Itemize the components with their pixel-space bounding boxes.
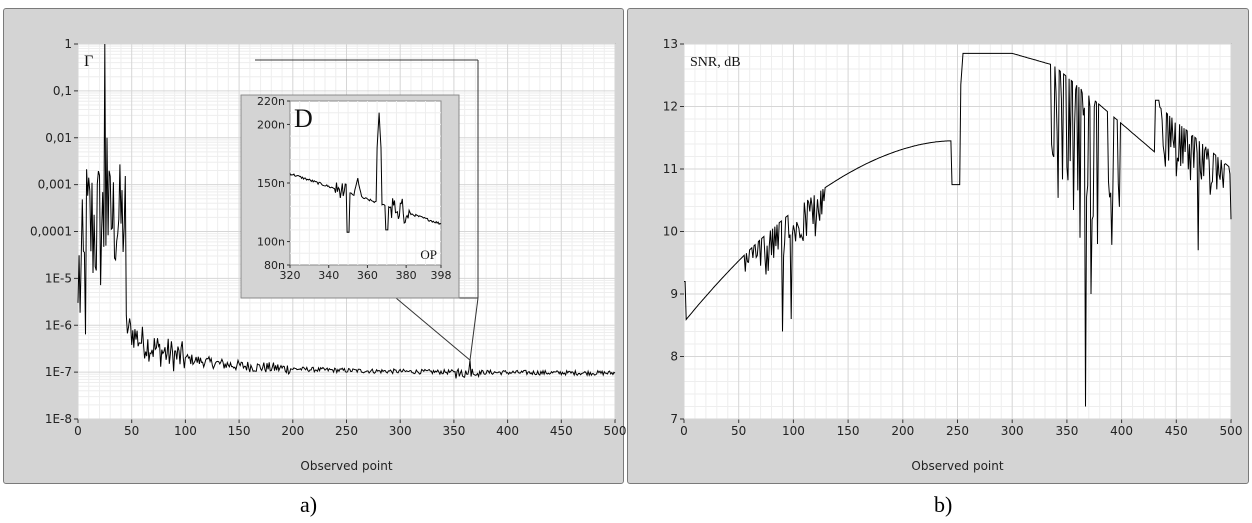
y-tick-label-b: 7 [670, 412, 678, 426]
x-tick-label-b: 350 [1055, 424, 1078, 438]
x-tick-label-a: 150 [228, 424, 251, 438]
y-tick-label-a: 1E-6 [45, 318, 72, 332]
y-tick-label-a: 1 [64, 37, 72, 51]
inset-y-tick-label: 80n [264, 259, 285, 272]
x-tick-label-a: 250 [335, 424, 358, 438]
y-tick-label-a: 0,001 [38, 178, 72, 192]
x-tick-label-a: 450 [550, 424, 573, 438]
y-tick-label-b: 9 [670, 287, 678, 301]
x-tick-label-b: 150 [837, 424, 860, 438]
y-axis-title-a: Γ [84, 53, 93, 70]
x-tick-label-b: 450 [1165, 424, 1188, 438]
x-tick-label-b: 0 [680, 424, 688, 438]
inset-y-tick-label: 200n [257, 118, 285, 131]
x-tick-label-b: 300 [1001, 424, 1024, 438]
series-line-b [684, 52, 1232, 407]
y-tick-label-a: 1E-8 [45, 412, 72, 426]
inset-x-tick-label: 360 [357, 269, 378, 282]
x-tick-label-b: 50 [731, 424, 746, 438]
x-tick-label-b: 200 [891, 424, 914, 438]
x-tick-label-a: 100 [174, 424, 197, 438]
x-axis-title-b: Observed point [911, 459, 1003, 473]
y-tick-label-b: 11 [663, 162, 678, 176]
y-tick-label-a: 1E-7 [45, 365, 72, 379]
x-tick-label-a: 0 [74, 424, 82, 438]
x-tick-label-a: 350 [442, 424, 465, 438]
x-tick-label-a: 500 [604, 424, 627, 438]
y-tick-label-b: 13 [663, 37, 678, 51]
x-tick-label-a: 300 [389, 424, 412, 438]
x-tick-label-a: 50 [124, 424, 139, 438]
caption-b: b) [934, 492, 953, 517]
inset-y-tick-label: 220n [257, 95, 285, 108]
inset-series-line [289, 112, 442, 233]
inset-x-tick-label: 398 [431, 269, 452, 282]
y-tick-label-b: 8 [670, 350, 678, 364]
inset-x-tick-label: 340 [318, 269, 339, 282]
y-tick-label-a: 1E-5 [45, 271, 72, 285]
y-tick-label-b: 12 [663, 100, 678, 114]
series-line-a [77, 43, 616, 379]
x-axis-title-a: Observed point [300, 459, 392, 473]
inset-x-tick-label: 320 [280, 269, 301, 282]
inset-x-tick-label: 380 [396, 269, 417, 282]
y-tick-label-b: 10 [663, 225, 678, 239]
y-axis-title-b: SNR, dB [690, 55, 741, 70]
y-tick-label-a: 0,1 [53, 84, 72, 98]
y-tick-label-a: 0,0001 [30, 225, 72, 239]
caption-a: a) [300, 492, 318, 517]
x-tick-label-b: 500 [1220, 424, 1243, 438]
x-tick-label-b: 250 [946, 424, 969, 438]
callout-line [469, 297, 479, 361]
inset-y-axis-title: D [294, 104, 313, 133]
callout-line [395, 297, 471, 361]
x-tick-label-b: 100 [782, 424, 805, 438]
inset-y-tick-label: 100n [257, 236, 285, 249]
inset-x-axis-title: OP [420, 247, 437, 262]
inset-y-tick-label: 150n [257, 177, 285, 190]
y-tick-label-a: 0,01 [45, 131, 72, 145]
x-tick-label-a: 200 [281, 424, 304, 438]
x-tick-label-a: 400 [496, 424, 519, 438]
x-tick-label-b: 400 [1110, 424, 1133, 438]
